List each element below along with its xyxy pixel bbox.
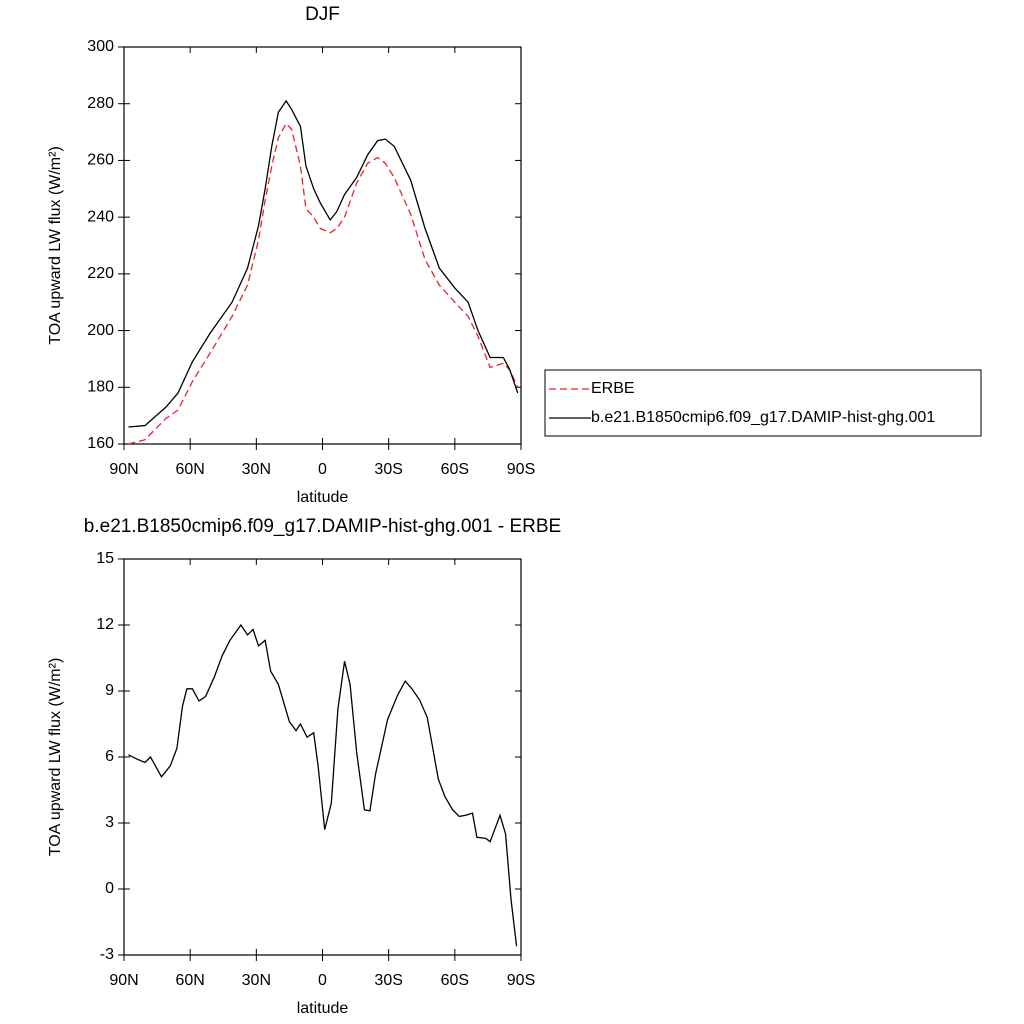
x-tick-label: 30S	[374, 972, 402, 989]
y-tick-label: 300	[87, 38, 114, 55]
legend-label: b.e21.B1850cmip6.f09_g17.DAMIP-hist-ghg.…	[591, 409, 935, 426]
data-line	[128, 623, 518, 947]
x-axis-label: latitude	[297, 489, 349, 506]
y-tick-label: 200	[87, 322, 114, 339]
y-tick-label: 6	[105, 748, 114, 765]
y-tick-label: 280	[87, 95, 114, 112]
x-tick-label: 60S	[441, 972, 469, 989]
y-tick-label: 12	[96, 616, 114, 633]
y-axis-label: TOA upward LW flux (W/m²)	[47, 146, 64, 345]
x-tick-label: 0	[318, 461, 327, 478]
y-tick-label: 180	[87, 379, 114, 396]
y-tick-label: 15	[96, 550, 114, 567]
y-axis-label: TOA upward LW flux (W/m²)	[47, 658, 64, 857]
x-tick-label: 90N	[109, 972, 138, 989]
y-tick-label: 260	[87, 152, 114, 169]
x-tick-label: 90N	[109, 461, 138, 478]
x-tick-label: 30N	[242, 972, 271, 989]
legend-label: ERBE	[591, 380, 635, 397]
y-tick-label: 3	[105, 814, 114, 831]
x-tick-label: 90S	[507, 461, 535, 478]
chart-title: b.e21.B1850cmip6.f09_g17.DAMIP-hist-ghg.…	[84, 516, 561, 537]
y-tick-label: 220	[87, 265, 114, 282]
y-tick-label: -3	[100, 946, 114, 963]
x-tick-label: 0	[318, 972, 327, 989]
chart-title: DJF	[305, 4, 340, 25]
data-line	[128, 122, 519, 445]
x-tick-label: 60S	[441, 461, 469, 478]
x-tick-label: 60N	[175, 461, 204, 478]
plot-frame	[123, 558, 522, 956]
x-tick-label: 30S	[374, 461, 402, 478]
x-tick-label: 60N	[175, 972, 204, 989]
x-tick-label: 30N	[242, 461, 271, 478]
data-line	[128, 99, 519, 428]
legend-box	[544, 369, 982, 437]
x-axis-label: latitude	[297, 1000, 349, 1017]
plot-frame	[123, 46, 522, 445]
y-tick-label: 0	[105, 880, 114, 897]
x-tick-label: 90S	[507, 972, 535, 989]
y-tick-label: 240	[87, 208, 114, 225]
y-tick-label: 160	[87, 435, 114, 452]
y-tick-label: 9	[105, 682, 114, 699]
